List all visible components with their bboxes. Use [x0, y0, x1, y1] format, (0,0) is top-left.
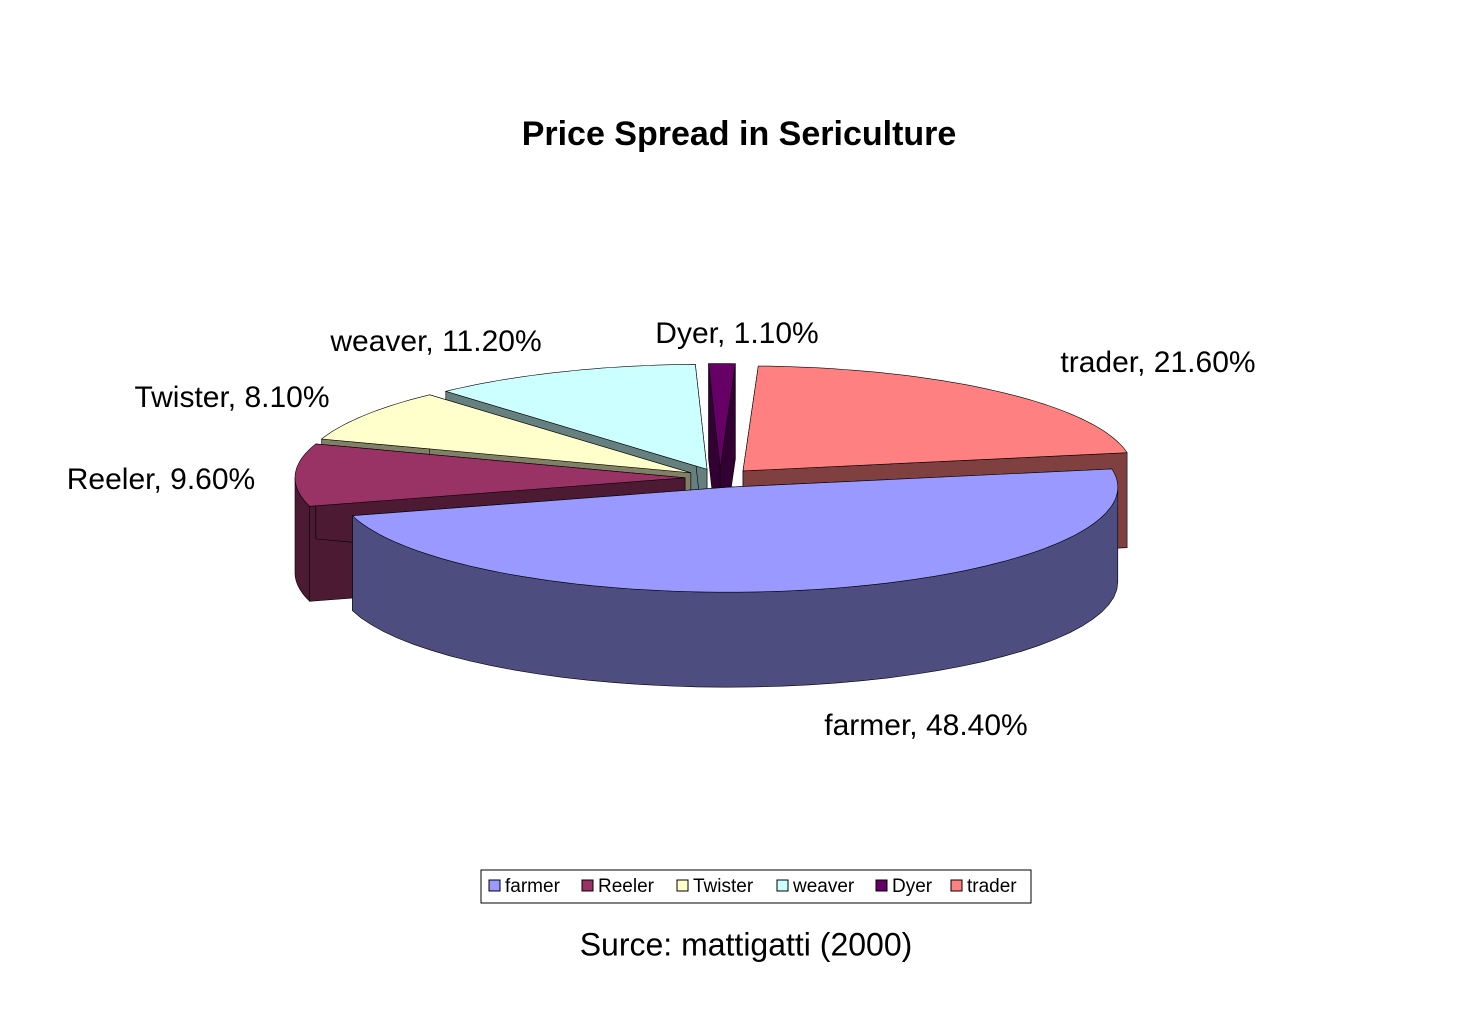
legend-label: weaver — [792, 876, 855, 897]
legend-label: trader — [967, 876, 1017, 897]
legend-swatch — [776, 879, 789, 892]
data-label: Reeler, 9.60% — [67, 463, 255, 496]
data-label: weaver, 11.20% — [329, 325, 541, 358]
legend-label: Twister — [693, 876, 754, 897]
slice — [742, 365, 1128, 472]
legend: farmer Reeler Twister weaver Dyer trader — [488, 876, 1017, 897]
legend-swatch — [950, 879, 963, 892]
legend-label: Reeler — [598, 876, 655, 897]
legend-swatch — [488, 879, 501, 892]
data-label: farmer, 48.40% — [824, 709, 1027, 742]
chart-title: Price Spread in Sericulture — [522, 115, 957, 153]
slice — [708, 363, 736, 469]
slice — [294, 443, 686, 507]
slice — [444, 363, 708, 470]
slice — [351, 468, 1119, 593]
legend-swatch — [676, 879, 689, 892]
legend-swatch — [875, 879, 888, 892]
data-label: Dyer, 1.10% — [655, 317, 818, 350]
legend-label: Dyer — [892, 876, 933, 897]
labels: farmer, 48.40% Reeler, 9.60% Twister, 8.10… — [67, 317, 1256, 742]
legend-box — [480, 869, 1032, 904]
data-label: Twister, 8.10% — [134, 381, 329, 414]
caption: Surce: mattigatti (2000) — [580, 926, 913, 962]
legend-swatch — [581, 879, 594, 892]
pie — [294, 363, 1128, 688]
data-label: trader, 21.60% — [1060, 346, 1255, 379]
slice — [320, 394, 691, 474]
legend-label: farmer — [505, 876, 561, 897]
